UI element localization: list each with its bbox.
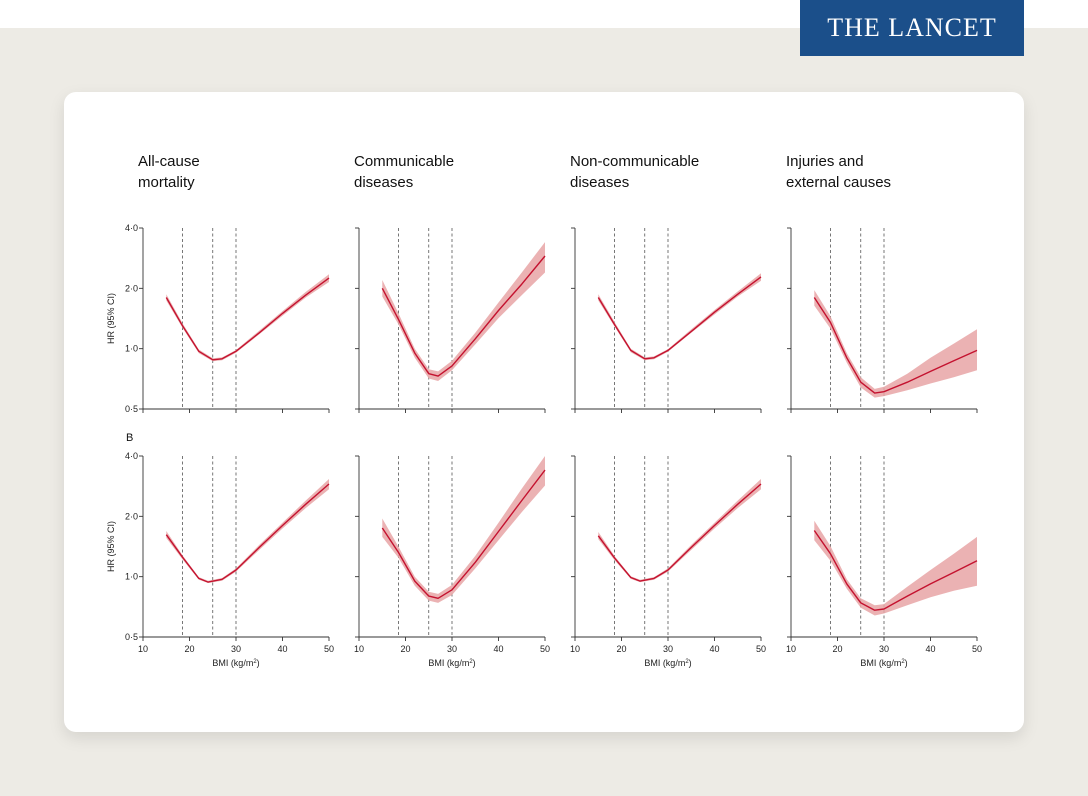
panel-title-line: Non-communicable <box>570 153 699 170</box>
x-axis-label-close: ) <box>689 658 692 668</box>
panel-title: Communicable diseases <box>354 153 454 191</box>
panel-B-2: 10 20 30 40 50 BMI (kg/m2) <box>354 455 550 668</box>
panel-title-line: mortality <box>138 174 195 191</box>
panel-A-4 <box>787 227 978 413</box>
confidence-band <box>598 479 761 583</box>
hr-line <box>165 483 330 583</box>
hr-line <box>597 276 762 360</box>
confidence-band <box>598 273 761 361</box>
x-axis-label-main: BMI (kg/m <box>428 658 469 668</box>
x-tick-label: 40 <box>277 644 287 654</box>
x-axis-label-sup: 2 <box>253 659 257 665</box>
confidence-band <box>814 520 977 616</box>
x-tick-label: 10 <box>354 644 364 654</box>
x-axis-label-main: BMI (kg/m <box>212 658 253 668</box>
x-tick-label: 50 <box>324 644 334 654</box>
x-tick-label: 10 <box>786 644 796 654</box>
x-tick-label: 40 <box>925 644 935 654</box>
y-tick-label: 4·0 <box>125 223 138 233</box>
hr-line <box>381 255 546 377</box>
x-tick-label: 30 <box>879 644 889 654</box>
panel-title-line: Injuries and <box>786 153 864 170</box>
confidence-band <box>382 456 545 603</box>
panel-title: All-cause mortality <box>138 153 200 191</box>
y-tick-label: 2·0 <box>125 283 138 293</box>
x-tick-label: 10 <box>570 644 580 654</box>
x-axis-label: BMI (kg/m2) <box>428 658 475 668</box>
confidence-band <box>814 290 977 398</box>
hr-line <box>813 297 978 394</box>
x-axis-label-main: BMI (kg/m <box>644 658 685 668</box>
y-axis-label: HR (95% CI) <box>106 521 116 572</box>
x-axis-label-sup: 2 <box>469 659 473 665</box>
confidence-band <box>166 274 329 362</box>
panel-A-3 <box>571 227 762 413</box>
hr-line <box>813 530 978 611</box>
x-axis-label-close: ) <box>257 658 260 668</box>
y-axis-label: HR (95% CI) <box>106 293 116 344</box>
x-tick-label: 40 <box>493 644 503 654</box>
x-axis-label: BMI (kg/m2) <box>860 658 907 668</box>
x-tick-label: 50 <box>972 644 982 654</box>
panel-title-line: Communicable <box>354 153 454 170</box>
x-tick-label: 20 <box>400 644 410 654</box>
x-tick-label: 50 <box>540 644 550 654</box>
panel-A-2 <box>355 227 546 413</box>
x-tick-label: 10 <box>138 644 148 654</box>
hr-line <box>381 469 546 599</box>
y-tick-label: 2·0 <box>125 511 138 521</box>
panel-title-line: All-cause <box>138 153 200 170</box>
panel-B-4: 10 20 30 40 50 BMI (kg/m2) <box>786 455 982 668</box>
x-axis-label-main: BMI (kg/m <box>860 658 901 668</box>
x-tick-label: 30 <box>231 644 241 654</box>
y-tick-label: 1·0 <box>125 572 138 582</box>
x-tick-label: 30 <box>447 644 457 654</box>
figure-card: All-cause mortality Communicable diseases No… <box>64 92 1024 732</box>
row-b-label: B <box>126 432 133 444</box>
x-axis-label: BMI (kg/m2) <box>644 658 691 668</box>
x-tick-label: 40 <box>709 644 719 654</box>
panel-B-1: 0·5 1·0 2·0 4·0 10 20 30 40 50 HR (95% CI) BMI (kg… <box>106 451 334 668</box>
panel-title: Non-communicable diseases <box>570 153 699 191</box>
x-axis-label-close: ) <box>905 658 908 668</box>
x-axis-label: BMI (kg/m2) <box>212 658 259 668</box>
x-axis-label-close: ) <box>473 658 476 668</box>
panel-title: Injuries and external causes <box>786 153 891 191</box>
y-tick-label: 0·5 <box>125 404 138 414</box>
panel-B-3: 10 20 30 40 50 BMI (kg/m2) <box>570 455 766 668</box>
hr-line <box>165 277 330 361</box>
y-tick-label: 0·5 <box>125 632 138 642</box>
panel-A-1: 0·5 1·0 2·0 4·0 HR (95% CI) <box>106 223 330 414</box>
panel-title-line: diseases <box>354 174 413 191</box>
y-tick-label: 1·0 <box>125 344 138 354</box>
confidence-band <box>382 242 545 381</box>
panel-title-line: diseases <box>570 174 629 191</box>
x-tick-label: 30 <box>663 644 673 654</box>
x-axis-label-sup: 2 <box>685 659 689 665</box>
lancet-logo: THE LANCET <box>800 0 1024 56</box>
x-axis-label-sup: 2 <box>901 659 905 665</box>
y-tick-label: 4·0 <box>125 451 138 461</box>
x-tick-label: 50 <box>756 644 766 654</box>
x-tick-label: 20 <box>616 644 626 654</box>
hr-line <box>597 483 762 582</box>
x-tick-label: 20 <box>184 644 194 654</box>
panel-title-line: external causes <box>786 174 891 191</box>
x-tick-label: 20 <box>832 644 842 654</box>
